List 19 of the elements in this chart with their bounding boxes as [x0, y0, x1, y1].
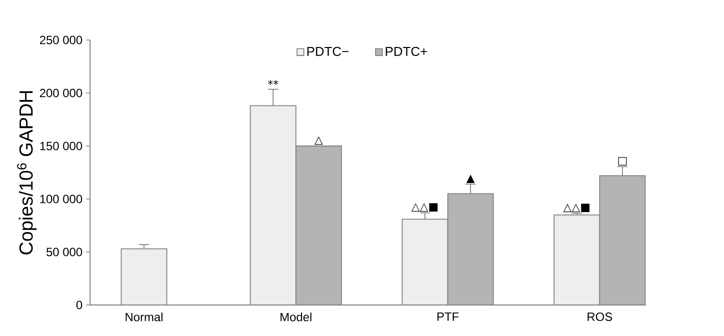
- annotation: △△■: [563, 204, 590, 212]
- y-axis-title: Copies/10$^{6}$ GAPDH: [17, 91, 37, 254]
- annotation: △: [314, 136, 323, 145]
- y-tick-label: 250 000: [40, 36, 82, 44]
- x-tick-label: Normal: [126, 312, 162, 322]
- annotation: △△■: [411, 203, 438, 212]
- annotation: **: [268, 80, 278, 85]
- y-tick-label: 50 000: [46, 248, 82, 256]
- y-tick-label: 0: [76, 300, 82, 310]
- y-tick-label: 100 000: [40, 194, 82, 204]
- annotation: □: [618, 157, 627, 166]
- legend-label: PDTC+: [386, 46, 427, 56]
- x-tick-label: Model: [280, 312, 312, 322]
- x-tick-label: PTF: [437, 312, 459, 321]
- legend-label: PDTC−: [307, 46, 348, 56]
- annotation: ▲: [466, 174, 475, 183]
- y-tick-label: 200 000: [40, 88, 82, 98]
- x-tick-label: ROS: [588, 312, 612, 321]
- y-tick-label: 150 000: [40, 142, 82, 150]
